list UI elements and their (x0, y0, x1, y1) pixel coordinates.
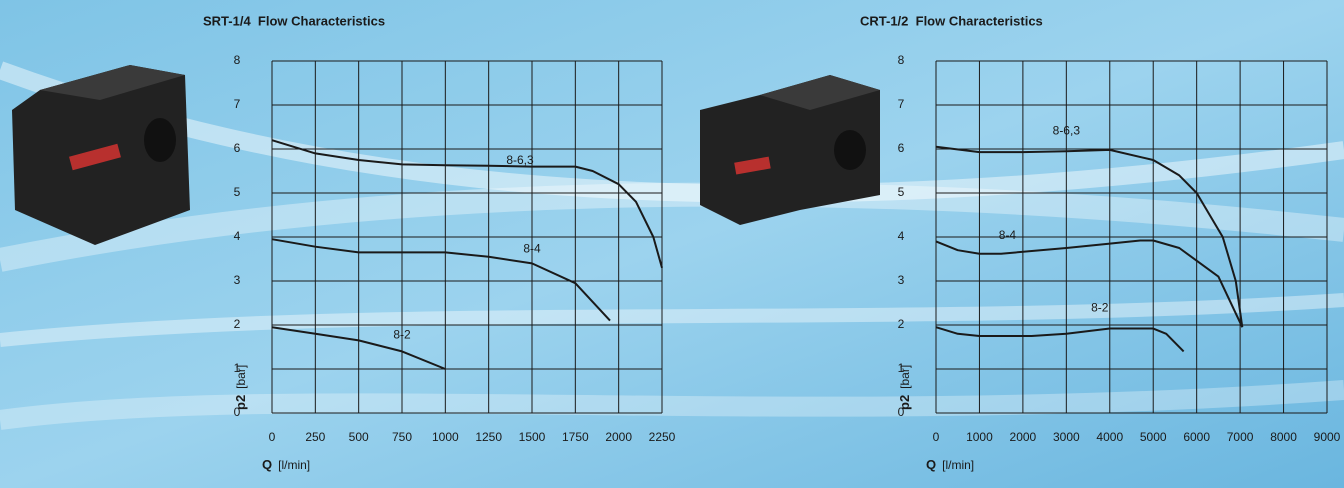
y-tick-label: 3 (234, 273, 241, 287)
y-axis-label: p2 [bar] (233, 365, 248, 410)
series-label: 8-2 (1091, 301, 1109, 315)
x-axis-label: Q [l/min] (926, 457, 974, 472)
series-label: 8-2 (393, 328, 411, 342)
x-tick-label: 1250 (475, 430, 502, 444)
x-tick-label: 1500 (519, 430, 546, 444)
y-axis-symbol: p2 (233, 395, 248, 410)
x-tick-label: 2000 (1010, 430, 1037, 444)
y-tick-label: 6 (898, 141, 905, 155)
x-tick-label: 2250 (649, 430, 676, 444)
chart-title: SRT-1/4 Flow Characteristics (203, 13, 385, 28)
x-axis-label: Q [l/min] (262, 457, 310, 472)
y-tick-label: 3 (898, 273, 905, 287)
series-label: 8-4 (999, 228, 1017, 242)
y-axis-unit: [bar] (898, 365, 912, 389)
x-tick-label: 5000 (1140, 430, 1167, 444)
product-image-left (12, 65, 190, 245)
y-axis-label: p2 [bar] (897, 365, 912, 410)
y-tick-label: 7 (898, 97, 905, 111)
y-axis-unit: [bar] (234, 365, 248, 389)
x-tick-label: 9000 (1314, 430, 1341, 444)
y-tick-label: 4 (234, 229, 241, 243)
x-tick-label: 1750 (562, 430, 589, 444)
x-tick-label: 3000 (1053, 430, 1080, 444)
x-axis-unit: [l/min] (942, 458, 974, 472)
x-tick-label: 6000 (1183, 430, 1210, 444)
y-tick-label: 8 (898, 53, 905, 67)
x-axis-unit: [l/min] (278, 458, 310, 472)
y-tick-label: 8 (234, 53, 241, 67)
x-tick-label: 0 (269, 430, 276, 444)
y-tick-label: 4 (898, 229, 905, 243)
page: SRT-1/4 Flow Characteristics012345678025… (0, 0, 1344, 488)
x-axis-symbol: Q (262, 457, 272, 472)
chart-title: CRT-1/2 Flow Characteristics (860, 13, 1043, 28)
y-axis-symbol: p2 (897, 395, 912, 410)
x-tick-label: 750 (392, 430, 412, 444)
series-label: 8-6,3 (506, 153, 534, 167)
y-tick-label: 2 (898, 317, 905, 331)
y-tick-label: 2 (234, 317, 241, 331)
series-label: 8-4 (523, 242, 541, 256)
y-tick-label: 6 (234, 141, 241, 155)
x-tick-label: 1000 (966, 430, 993, 444)
y-tick-label: 5 (234, 185, 241, 199)
x-tick-label: 7000 (1227, 430, 1254, 444)
y-tick-label: 5 (898, 185, 905, 199)
x-tick-label: 500 (349, 430, 369, 444)
x-tick-label: 2000 (605, 430, 632, 444)
x-axis-symbol: Q (926, 457, 936, 472)
y-tick-label: 7 (234, 97, 241, 111)
x-tick-label: 4000 (1096, 430, 1123, 444)
x-tick-label: 250 (305, 430, 325, 444)
x-tick-label: 1000 (432, 430, 459, 444)
x-tick-label: 0 (933, 430, 940, 444)
x-tick-label: 8000 (1270, 430, 1297, 444)
series-label: 8-6,3 (1053, 123, 1081, 137)
